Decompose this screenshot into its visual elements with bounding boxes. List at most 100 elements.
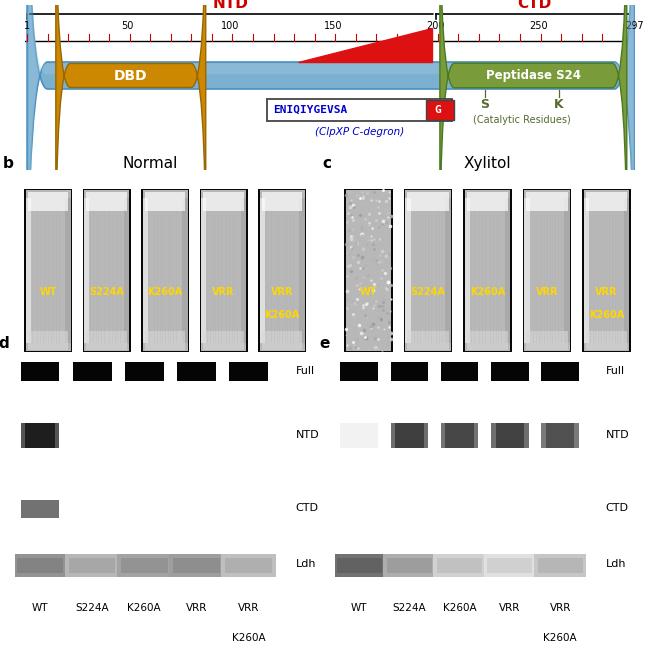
Bar	[488, 558, 532, 573]
Bar	[287, 211, 289, 343]
Bar	[176, 211, 177, 343]
Text: VRR: VRR	[536, 287, 558, 297]
Text: WT: WT	[39, 287, 57, 297]
Bar	[586, 331, 627, 350]
Bar	[523, 190, 571, 352]
Bar	[491, 423, 495, 448]
Bar	[21, 500, 60, 517]
Bar	[271, 211, 272, 343]
Bar	[465, 190, 510, 351]
Text: 297: 297	[626, 21, 644, 31]
Bar	[231, 211, 233, 343]
Text: NTD: NTD	[213, 0, 248, 11]
Text: CTD: CTD	[606, 503, 629, 513]
Bar	[117, 553, 172, 577]
Bar	[104, 211, 105, 343]
Bar	[86, 331, 127, 350]
Text: VRR: VRR	[549, 603, 571, 613]
Bar	[428, 211, 429, 343]
Bar	[541, 211, 542, 343]
Text: S224A: S224A	[89, 287, 124, 297]
Text: S224A: S224A	[393, 603, 426, 613]
Bar	[471, 211, 472, 343]
Text: (Catalytic Residues): (Catalytic Residues)	[473, 115, 571, 125]
Text: (ClpXP C-degron): (ClpXP C-degron)	[315, 127, 404, 137]
Bar	[201, 190, 246, 351]
Bar	[58, 211, 60, 343]
Text: WT: WT	[360, 287, 377, 297]
Bar	[541, 423, 543, 448]
Bar	[426, 423, 428, 448]
Bar	[436, 211, 437, 343]
Bar	[267, 99, 452, 121]
Bar	[145, 331, 185, 350]
Bar	[598, 211, 599, 343]
Bar	[544, 211, 545, 343]
Bar	[590, 211, 591, 343]
Bar	[40, 211, 41, 343]
Bar	[125, 362, 164, 381]
Bar	[262, 192, 302, 211]
Bar	[491, 423, 493, 448]
Bar	[73, 362, 112, 381]
Bar	[56, 211, 57, 343]
Bar	[417, 211, 418, 343]
Bar	[441, 423, 443, 448]
Bar	[203, 192, 244, 211]
Bar	[391, 362, 428, 381]
Text: 200: 200	[426, 21, 445, 31]
Bar	[422, 211, 423, 343]
Text: K260A: K260A	[127, 603, 161, 613]
Bar	[584, 198, 589, 343]
FancyBboxPatch shape	[27, 0, 635, 362]
Bar	[405, 198, 411, 343]
Bar	[259, 190, 304, 351]
Text: Ldh: Ldh	[296, 559, 317, 569]
Text: 150: 150	[324, 21, 343, 31]
Bar	[274, 211, 275, 343]
Bar	[262, 331, 302, 350]
Text: K260A: K260A	[543, 632, 577, 643]
Bar	[541, 423, 579, 448]
Bar	[149, 211, 150, 343]
Bar	[501, 211, 502, 343]
Bar	[124, 198, 129, 343]
Text: VRR: VRR	[271, 287, 293, 297]
Bar	[474, 423, 478, 448]
Bar	[550, 211, 551, 343]
Bar	[177, 362, 216, 381]
Bar	[482, 211, 483, 343]
Bar	[341, 423, 378, 448]
Text: VRR: VRR	[186, 603, 207, 613]
Text: Ldh: Ldh	[606, 559, 626, 569]
Bar	[441, 423, 445, 448]
Bar	[420, 211, 421, 343]
Text: b: b	[3, 156, 14, 171]
Bar	[120, 211, 121, 343]
Bar	[442, 211, 443, 343]
Bar	[405, 190, 451, 351]
Bar	[96, 211, 97, 343]
Bar	[383, 553, 436, 577]
Bar	[221, 211, 222, 343]
Text: Xylitol: Xylitol	[463, 156, 512, 171]
Text: S224A: S224A	[75, 603, 109, 613]
Bar	[414, 211, 415, 343]
Bar	[491, 362, 528, 381]
Text: G: G	[434, 105, 441, 115]
Bar	[21, 423, 60, 448]
Text: ENIQIYGEVSA: ENIQIYGEVSA	[274, 105, 348, 115]
Bar	[145, 192, 185, 211]
Bar	[28, 331, 68, 350]
Text: S224A: S224A	[411, 287, 445, 297]
Bar	[534, 553, 586, 577]
Bar	[575, 423, 579, 448]
Text: S: S	[480, 98, 489, 111]
Bar	[57, 423, 60, 448]
Bar	[391, 423, 393, 448]
Bar	[615, 211, 616, 343]
Bar	[200, 190, 248, 352]
Text: K260A: K260A	[148, 287, 183, 297]
Text: CTD: CTD	[517, 0, 551, 11]
Bar	[234, 211, 235, 343]
